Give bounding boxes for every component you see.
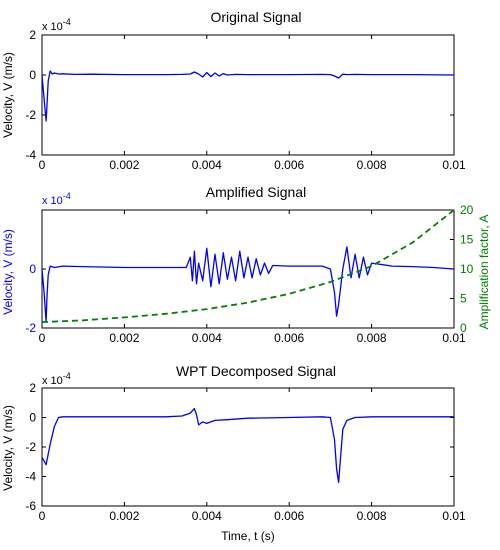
y-axis-label: Velocity, V (m/s) <box>1 405 15 491</box>
y-axis-label: Velocity, V (m/s) <box>1 52 15 138</box>
exponent-base: x 10 <box>42 21 63 33</box>
y-tick-label-right: 15 <box>460 233 474 247</box>
y-tick-label: 0 <box>29 262 36 276</box>
panel-amplified-signal: Amplified Signal Velocity, V (m/s) Ampli… <box>1 184 491 345</box>
panel-original-signal: Original Signal Velocity, V (m/s) x 10-4… <box>1 9 466 172</box>
x-tick-label: 0 <box>39 331 46 345</box>
y-tick-label: 2 <box>29 28 36 42</box>
x-axis-label: Time, t (s) <box>221 529 275 543</box>
y-tick-label: -6 <box>25 499 36 513</box>
x-tick-label: 0.002 <box>109 158 139 172</box>
y-exponent-label: x 10-4 <box>42 371 71 387</box>
y-tick-label-right: 20 <box>460 203 474 217</box>
exponent-power: -4 <box>63 17 71 27</box>
y-exponent-label: x 10-4 <box>42 191 71 207</box>
velocity-signal-line <box>41 70 455 122</box>
chart-title: WPT Decomposed Signal <box>176 363 336 379</box>
y-tick-label: -2 <box>25 321 36 335</box>
y-ticks-right: 0 5 10 15 20 <box>450 203 474 335</box>
panel-wpt-decomposed-signal: WPT Decomposed Signal Velocity, V (m/s) … <box>1 363 466 543</box>
series-layer <box>41 407 454 484</box>
y-tick-label-right: 10 <box>460 262 474 276</box>
y-ticks: -6 -4 -2 0 2 <box>25 381 454 513</box>
y-tick-label-right: 5 <box>460 292 467 306</box>
series-layer <box>41 70 455 122</box>
exponent-power: -4 <box>63 191 71 201</box>
x-tick-label: 0.006 <box>274 509 304 523</box>
series-layer <box>41 209 455 323</box>
x-tick-label: 0.002 <box>109 509 139 523</box>
x-tick-label: 0.008 <box>357 158 387 172</box>
x-tick-label: 0.008 <box>357 509 387 523</box>
y-tick-label: -4 <box>25 470 36 484</box>
x-tick-label: 0.002 <box>109 331 139 345</box>
exponent-power: -4 <box>63 371 71 381</box>
y-exponent-label: x 10-4 <box>42 17 71 33</box>
y-tick-label: -2 <box>25 440 36 454</box>
velocity-signal-line <box>41 407 454 484</box>
x-tick-label: 0 <box>39 509 46 523</box>
y-tick-label: 2 <box>29 381 36 395</box>
y-axis-label-right: Amplification factor, A <box>477 215 491 330</box>
exponent-base: x 10 <box>42 375 63 387</box>
x-tick-label: 0.01 <box>442 331 466 345</box>
y-axis-label: Velocity, V (m/s) <box>1 229 15 315</box>
x-tick-label: 0.006 <box>274 158 304 172</box>
x-tick-label: 0 <box>39 158 46 172</box>
x-tick-label: 0.01 <box>442 509 466 523</box>
y-tick-label: -4 <box>25 148 36 162</box>
y-ticks: -2 0 <box>25 262 46 335</box>
x-tick-label: 0.004 <box>192 158 222 172</box>
plot-frame <box>41 34 455 156</box>
x-ticks: 0 0.002 0.004 0.006 0.008 0.01 <box>39 388 466 523</box>
y-tick-label: 0 <box>29 68 36 82</box>
y-tick-label-right: 0 <box>460 321 467 335</box>
x-tick-label: 0.01 <box>442 158 466 172</box>
y-tick-label: 0 <box>29 411 36 425</box>
x-tick-label: 0.004 <box>192 509 222 523</box>
exponent-base: x 10 <box>42 195 63 207</box>
x-tick-label: 0.006 <box>274 331 304 345</box>
x-tick-label: 0.008 <box>357 331 387 345</box>
x-tick-label: 0.004 <box>192 331 222 345</box>
chart-title: Original Signal <box>210 9 301 25</box>
x-ticks: 0 0.002 0.004 0.006 0.008 0.01 <box>39 210 466 345</box>
y-tick-label: -2 <box>25 108 36 122</box>
amplification-factor-line <box>41 209 455 323</box>
chart-title: Amplified Signal <box>206 184 306 200</box>
x-ticks: 0 0.002 0.004 0.006 0.008 0.01 <box>39 35 466 172</box>
